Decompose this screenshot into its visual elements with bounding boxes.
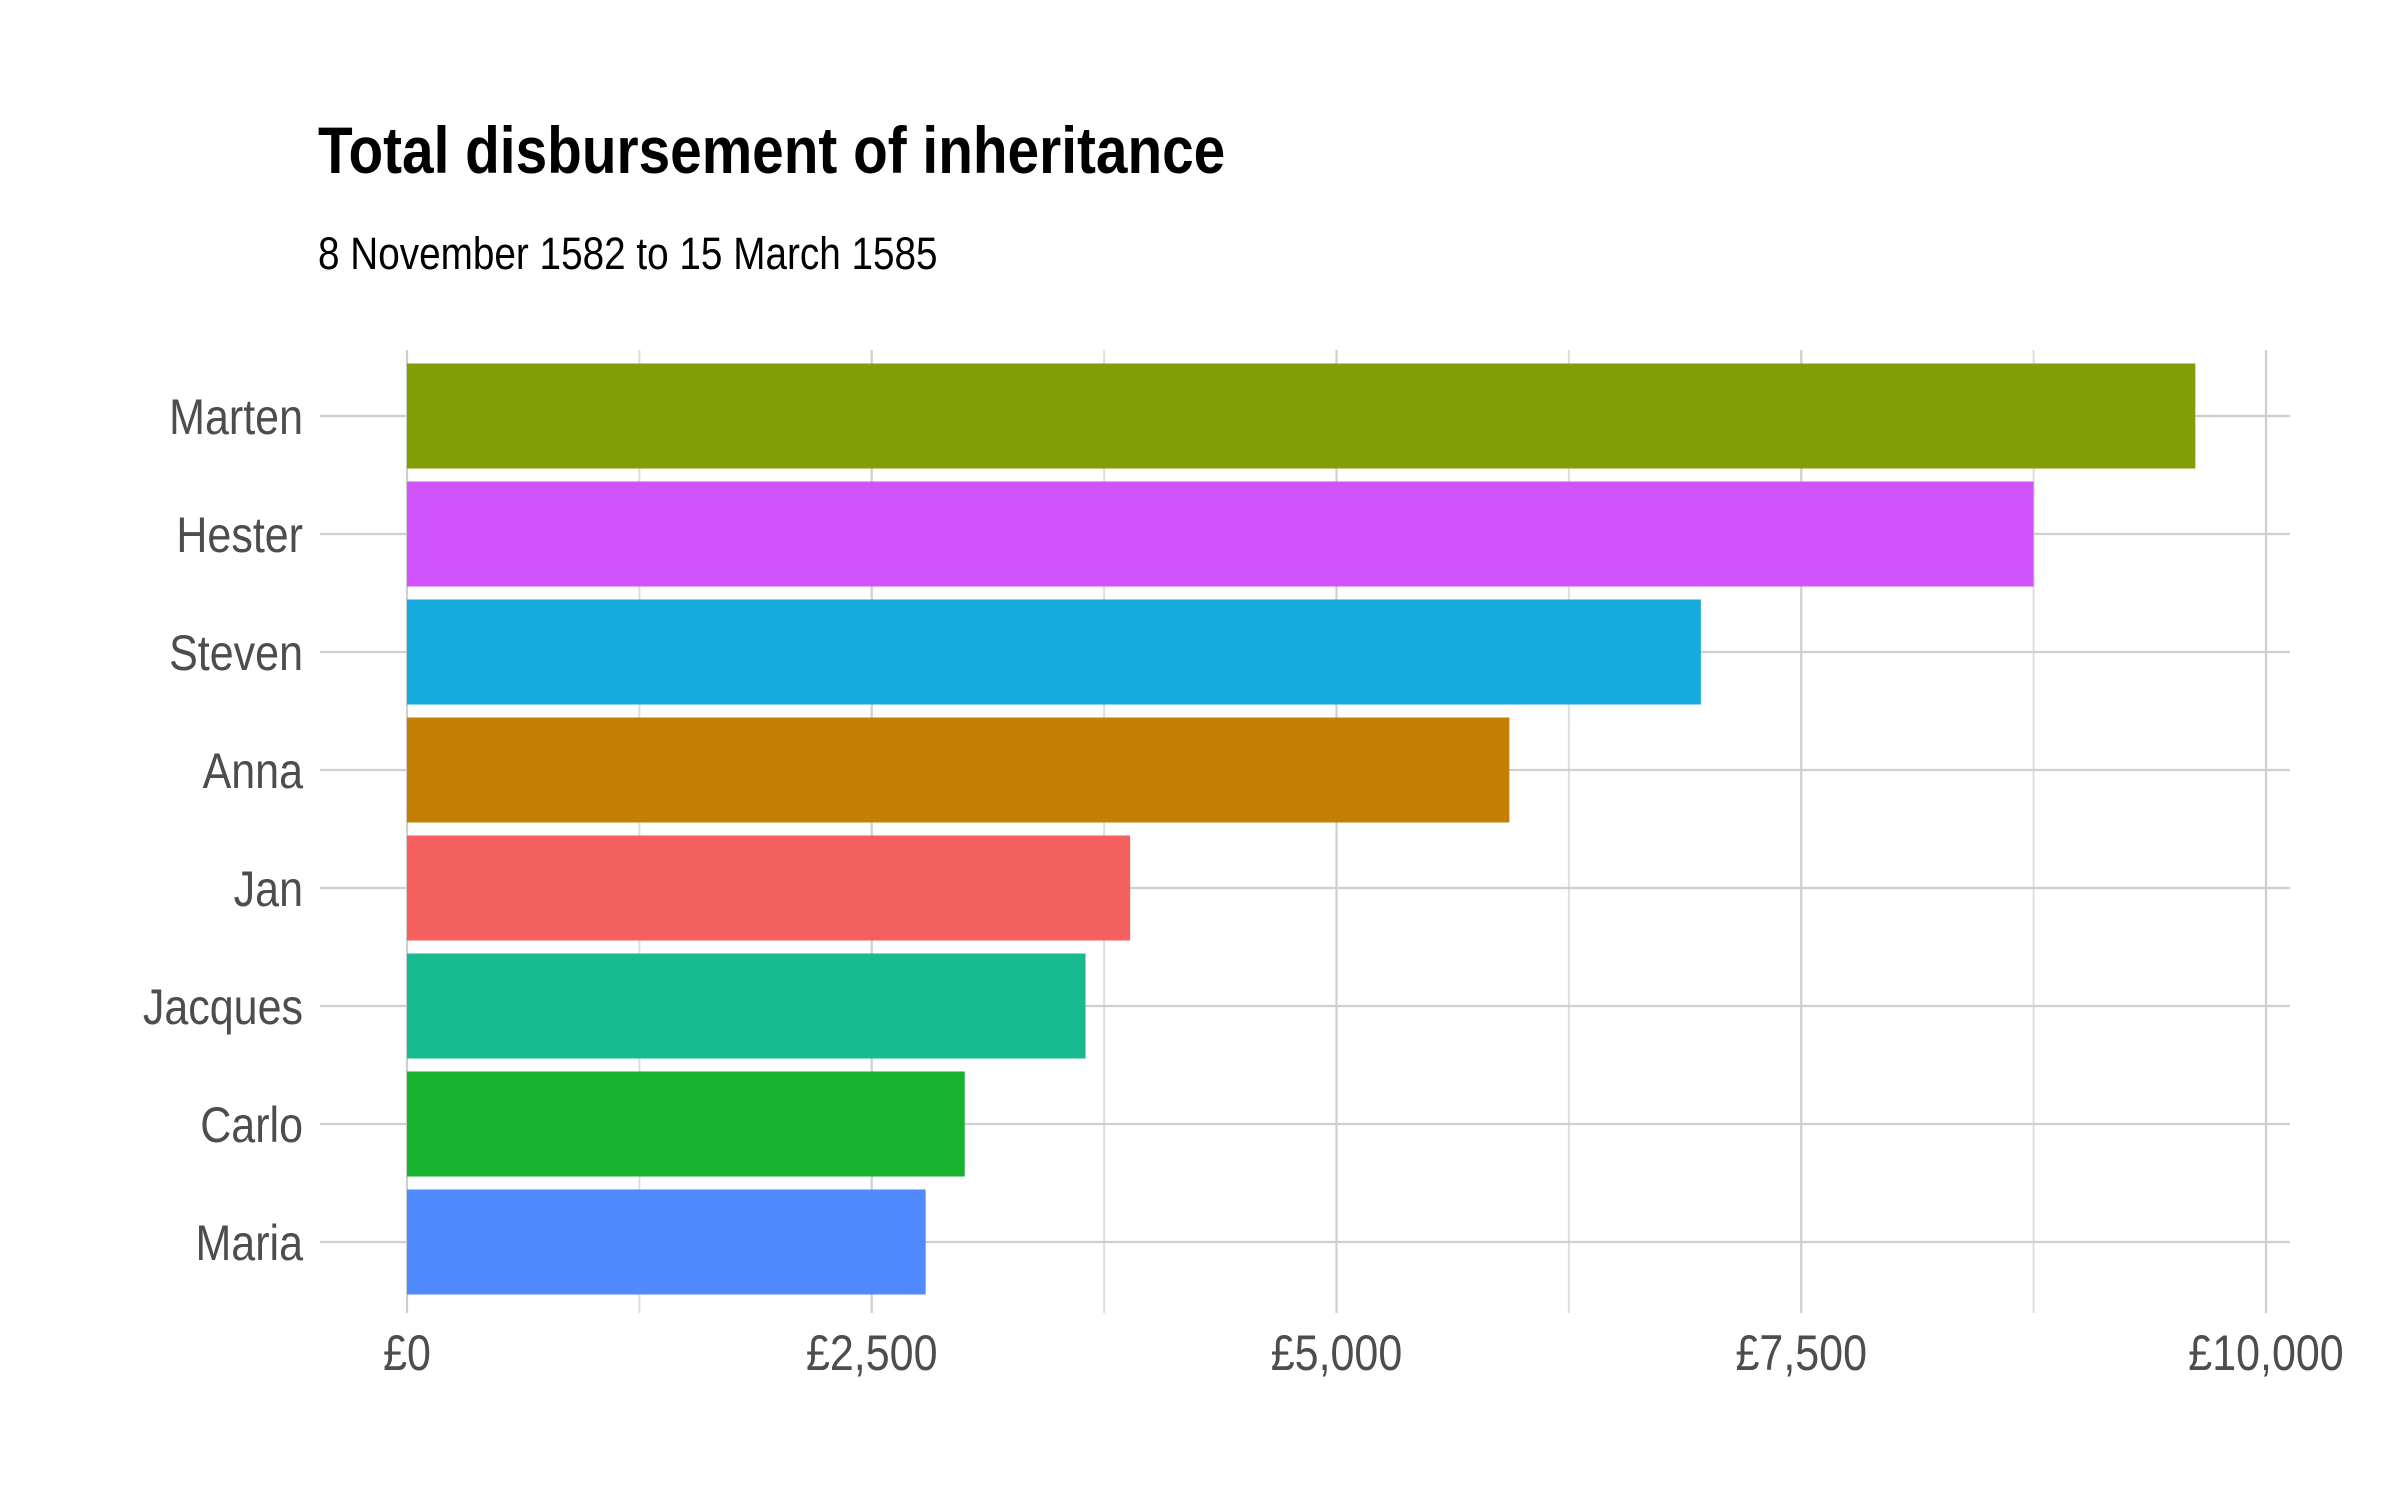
- category-label-maria: Maria: [195, 1215, 303, 1271]
- x-tick-label: £2,500: [806, 1325, 938, 1381]
- category-label-steven: Steven: [169, 625, 303, 681]
- category-label-marten: Marten: [169, 389, 303, 445]
- category-label-anna: Anna: [203, 743, 303, 799]
- bar-marten: [407, 363, 2196, 469]
- x-tick-label: £7,500: [1735, 1325, 1867, 1381]
- bar-maria: [407, 1189, 926, 1295]
- bar-steven: [407, 599, 1701, 705]
- chart-title: Total disbursement of inheritance: [318, 113, 1226, 187]
- category-label-jan: Jan: [234, 861, 303, 917]
- chart-subtitle: 8 November 1582 to 15 March 1585: [318, 228, 938, 279]
- category-label-hester: Hester: [176, 507, 303, 563]
- category-label-jacques: Jacques: [143, 979, 303, 1035]
- bar-carlo: [407, 1071, 965, 1177]
- x-tick-label: £10,000: [2188, 1325, 2343, 1381]
- bar-hester: [407, 481, 2034, 587]
- x-tick-label: £0: [383, 1325, 431, 1381]
- bar-jacques: [407, 953, 1086, 1059]
- bar-jan: [407, 835, 1131, 941]
- x-tick-label: £5,000: [1271, 1325, 1403, 1381]
- bar-anna: [407, 717, 1510, 823]
- category-label-carlo: Carlo: [200, 1097, 303, 1153]
